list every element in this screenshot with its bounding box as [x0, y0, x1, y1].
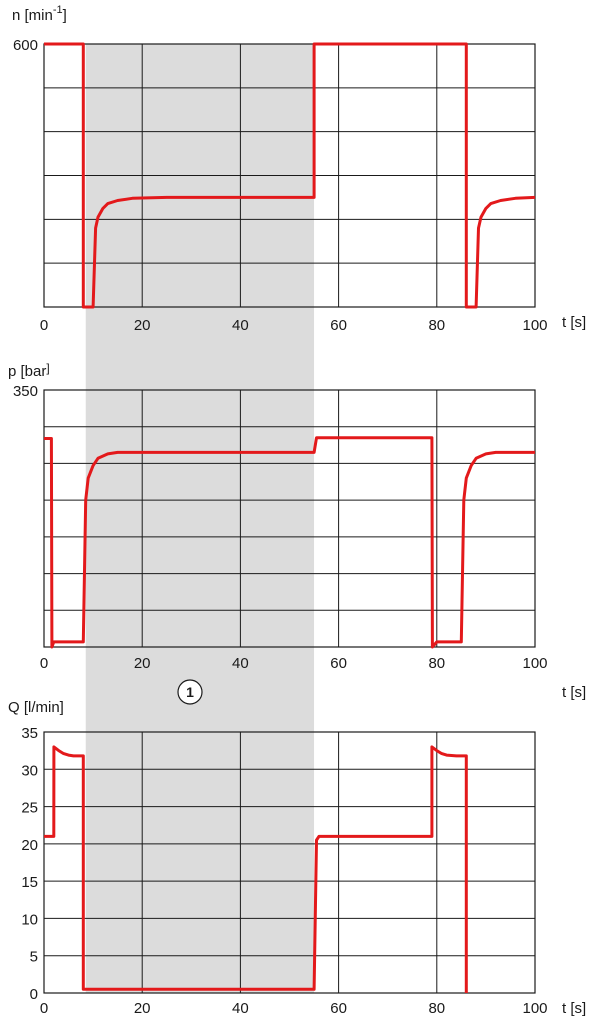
plot-frame — [43, 389, 536, 648]
y-tick-label: 350 — [13, 383, 38, 400]
y-tick-label: 600 — [13, 37, 38, 54]
x-axis-label: t [s] — [562, 314, 586, 331]
chart-panel-1: n [min-1] 600 0 20 40 60 80 100 t [s] — [12, 4, 586, 334]
y-axis-label-end: ] — [63, 7, 67, 24]
x-tick-label: 80 — [428, 655, 445, 672]
y-tick-label: 25 — [21, 800, 38, 817]
x-tick-label: 20 — [134, 655, 151, 672]
x-tick-label: 20 — [134, 317, 151, 334]
x-tick-label: 0 — [40, 317, 48, 334]
y-axis-label-main: p [bar — [8, 363, 46, 380]
series-line — [44, 436, 535, 649]
series-line — [44, 745, 468, 993]
x-tick-label: 100 — [522, 655, 547, 672]
x-axis-label: t [s] — [562, 684, 586, 701]
plot-frame — [43, 731, 536, 994]
x-tick-label: 40 — [232, 1000, 249, 1017]
x-tick-label: 40 — [232, 655, 249, 672]
y-axis-label: p [bar] — [8, 361, 50, 380]
annotation-marker: 1 — [177, 679, 203, 705]
y-tick-label: 10 — [21, 911, 38, 928]
annotation-marker-label: 1 — [186, 684, 194, 700]
y-axis-label-main: n [min — [12, 7, 53, 24]
x-tick-label: 60 — [330, 1000, 347, 1017]
x-tick-label: 40 — [232, 317, 249, 334]
y-tick-label: 15 — [21, 874, 38, 891]
y-tick-label: 5 — [30, 949, 38, 966]
annotation-marker-circle — [177, 679, 203, 705]
shaded-region — [85, 44, 315, 993]
chart-panel-2: p [bar] 350 0 20 40 60 80 100 t [s] — [8, 361, 586, 701]
y-tick-label: 0 — [30, 986, 38, 1003]
y-axis-label-superscript: -1 — [53, 4, 63, 16]
y-tick-label: 30 — [21, 762, 38, 779]
x-tick-label: 100 — [522, 1000, 547, 1017]
y-axis-label-main: Q [l/min] — [8, 699, 64, 716]
y-axis-label: Q [l/min] — [8, 699, 64, 716]
x-tick-label: 80 — [428, 317, 445, 334]
x-axis-label: t [s] — [562, 1000, 586, 1017]
y-axis-label: n [min-1] — [12, 4, 67, 24]
y-tick-label: 20 — [21, 837, 38, 854]
x-tick-label: 0 — [40, 1000, 48, 1017]
x-tick-label: 20 — [134, 1000, 151, 1017]
x-tick-label: 60 — [330, 655, 347, 672]
y-tick-label: 35 — [21, 725, 38, 742]
y-axis-label-end: ] — [46, 361, 49, 375]
series-line — [44, 42, 536, 309]
x-tick-label: 60 — [330, 317, 347, 334]
x-tick-label: 80 — [428, 1000, 445, 1017]
x-tick-label: 100 — [522, 317, 547, 334]
plot-frame — [43, 43, 536, 308]
x-tick-label: 0 — [40, 655, 48, 672]
chart-panel-3: Q [l/min] 0 5 10 15 20 25 30 35 0 20 40 60 80 100 t [s] — [8, 699, 586, 1017]
